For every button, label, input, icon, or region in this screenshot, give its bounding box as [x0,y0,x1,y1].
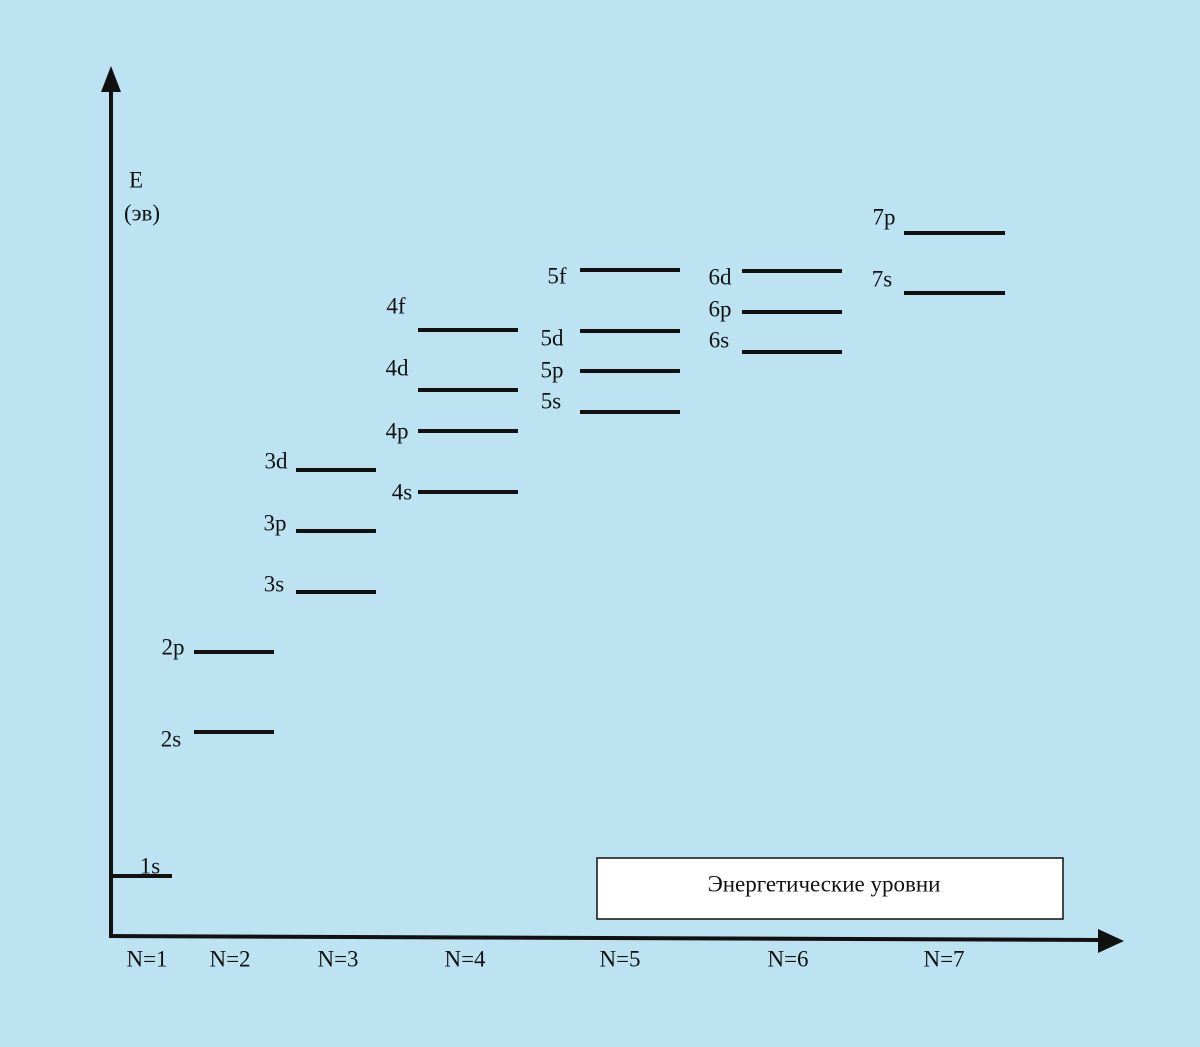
level-label: 5p [541,357,564,382]
level-label: 5s [541,388,562,413]
level-label: 3p [264,510,287,535]
y-axis-arrow [101,66,121,92]
shell-label: N=5 [599,946,640,971]
level-label: 4f [386,293,406,318]
level-label: 3d [265,448,289,473]
shell-label: N=2 [209,946,250,971]
level-label: 4d [386,355,410,380]
shell-label: N=4 [444,946,486,971]
shell-label: N=1 [126,946,167,971]
level-label: 6s [709,327,730,352]
level-label: 7p [873,204,896,229]
shell-label: N=7 [923,946,964,971]
shell-label: N=6 [767,946,808,971]
level-label: 6d [709,264,733,289]
x-axis [108,934,1103,942]
level-label: 6p [709,296,732,321]
legend-box [596,857,1064,920]
legend-text: Энергетические уровни [708,871,941,896]
axis-unit: (эв) [124,200,160,225]
level-label: 4p [386,418,409,443]
level-label: 7s [872,266,893,291]
x-axis-arrow [1098,929,1124,953]
level-label: 4s [392,479,413,504]
shell-label: N=3 [317,946,358,971]
level-label: 2s [161,726,182,751]
axis-symbol: E [129,167,143,192]
level-label: 2p [162,634,185,659]
level-label: 3s [264,571,285,596]
level-label: 5f [547,263,567,288]
level-label: 1s [140,853,161,878]
level-label: 5d [541,325,565,350]
